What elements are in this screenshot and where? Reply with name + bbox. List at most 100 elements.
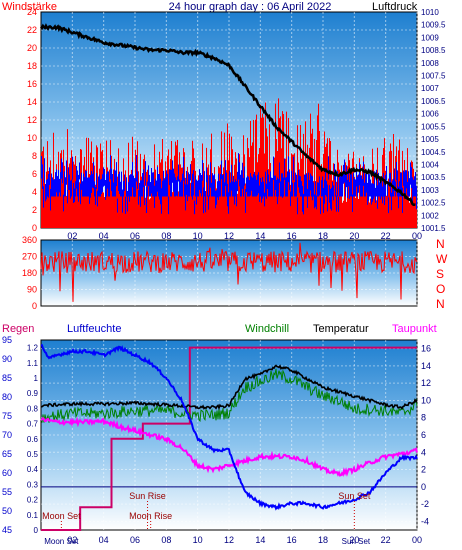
x-tick-label: 10 <box>193 231 203 241</box>
right-tick-label: 1008 <box>421 59 439 68</box>
x-tick-label: 00 <box>412 231 422 241</box>
compass-label: W <box>436 252 448 266</box>
x-tick-label: 16 <box>287 231 297 241</box>
event-marker-label: Sun Rise <box>129 491 166 501</box>
x-tick-label: 20 <box>349 231 359 241</box>
x-tick-label: 20 <box>349 535 359 545</box>
x-tick-label: 10 <box>193 535 203 545</box>
humidity-tick-label: 55 <box>2 487 12 497</box>
right-tick-label: 1009.5 <box>421 21 446 30</box>
right-tick-label: 1008.5 <box>421 46 446 55</box>
x-tick-label: 04 <box>99 535 109 545</box>
right-tick-label: 1005 <box>421 135 439 144</box>
right-tick-label: 1007 <box>421 84 439 93</box>
left-tick-label: 16 <box>27 79 37 89</box>
bottom-marker-label: Moon Set <box>44 537 79 546</box>
left-tick-label: 2 <box>32 205 37 215</box>
temperature-tick-label: 6 <box>421 430 426 440</box>
temperature-tick-label: 4 <box>421 447 426 457</box>
humidity-tick-label: 60 <box>2 468 12 478</box>
x-tick-label: 16 <box>287 535 297 545</box>
left-tick-label: 6 <box>32 169 37 179</box>
x-tick-label: 02 <box>67 535 77 545</box>
pressure-series <box>40 23 416 207</box>
left-tick-label: 10 <box>27 133 37 143</box>
temperature-tick-label: 10 <box>421 395 431 405</box>
rain-tick-label: 0.1 <box>27 511 39 520</box>
compass-label: N <box>436 237 445 251</box>
direction-tick-label: 360 <box>22 235 37 245</box>
temperature-tick-label: -4 <box>421 516 429 526</box>
bottom-marker-label: Sun Set <box>342 537 371 546</box>
rain-tick-label: 0.7 <box>27 420 39 429</box>
left-tick-label: 14 <box>27 97 37 107</box>
temperature-tick-label: 2 <box>421 465 426 475</box>
x-tick-label: 06 <box>130 535 140 545</box>
right-tick-label: 1009 <box>421 33 439 42</box>
rain-tick-label: 0.3 <box>27 480 39 489</box>
x-tick-label: 06 <box>130 231 140 241</box>
left-tick-label: 0 <box>32 223 37 233</box>
left-tick-label: 18 <box>27 61 37 71</box>
humidity-tick-label: 95 <box>2 335 12 345</box>
right-tick-label: 1005.5 <box>421 122 446 131</box>
humidity-tick-label: 90 <box>2 354 12 364</box>
rain-series <box>41 346 417 531</box>
x-tick-label: 18 <box>318 231 328 241</box>
humidity-tick-label: 85 <box>2 373 12 383</box>
left-tick-label: 22 <box>27 25 37 35</box>
rain-tick-label: 0.9 <box>27 389 39 398</box>
direction-tick-label: 270 <box>22 252 37 262</box>
left-tick-label: 20 <box>27 43 37 53</box>
series-layer <box>40 23 418 531</box>
humidity-tick-label: 70 <box>2 430 12 440</box>
x-tick-label: 04 <box>99 231 109 241</box>
direction-tick-label: 180 <box>22 268 37 278</box>
x-tick-label: 08 <box>161 535 171 545</box>
right-tick-label: 1010 <box>421 8 439 17</box>
compass-label: O <box>436 282 445 296</box>
right-tick-label: 1002 <box>421 211 439 220</box>
x-tick-label: 14 <box>255 231 265 241</box>
climate-plot-area <box>40 339 418 531</box>
x-tick-label: 12 <box>224 231 234 241</box>
legend-windchill: Windchill <box>245 323 289 335</box>
right-tick-label: 1001.5 <box>421 224 446 233</box>
rain-tick-label: 0.5 <box>27 450 39 459</box>
temperature-tick-label: 16 <box>421 344 431 354</box>
left-tick-label: 8 <box>32 151 37 161</box>
right-tick-label: 1004 <box>421 160 439 169</box>
humidity-series <box>40 344 418 511</box>
wind-gust-series <box>41 153 417 215</box>
left-axis-title: Windstärke <box>2 1 57 13</box>
right-tick-label: 1006.5 <box>421 97 446 106</box>
humidity-tick-label: 50 <box>2 506 12 516</box>
x-tick-label: 02 <box>67 231 77 241</box>
humidity-tick-label: 80 <box>2 392 12 402</box>
x-tick-label: 18 <box>318 535 328 545</box>
axis-labels: 02 04 06 08 10 12 14 16 18 20 22 000246810121416182… <box>2 7 448 546</box>
event-marker-label: Moon Set <box>42 511 81 521</box>
right-tick-label: 1004.5 <box>421 148 446 157</box>
dewpoint-series <box>40 416 418 477</box>
x-tick-label: 22 <box>381 535 391 545</box>
legend-temperature: Temperatur <box>313 323 369 335</box>
rain-tick-label: 0.8 <box>27 404 39 413</box>
x-tick-label: 08 <box>161 231 171 241</box>
temperature-tick-label: 8 <box>421 413 426 423</box>
rain-tick-label: 0.6 <box>27 435 39 444</box>
temperature-tick-label: -2 <box>421 499 429 509</box>
right-tick-label: 1002.5 <box>421 199 446 208</box>
temperature-tick-label: 12 <box>421 378 431 388</box>
compass-label: N <box>436 297 445 311</box>
right-tick-label: 1003.5 <box>421 173 446 182</box>
direction-tick-label: 90 <box>27 285 37 295</box>
left-tick-label: 12 <box>27 115 37 125</box>
legend-humidity: Luftfeuchte <box>67 323 121 335</box>
left-tick-label: 24 <box>27 7 37 17</box>
humidity-tick-label: 75 <box>2 411 12 421</box>
humidity-tick-label: 65 <box>2 449 12 459</box>
legend-dewpoint: Taupunkt <box>392 323 437 335</box>
rain-tick-label: 0 <box>34 526 39 535</box>
